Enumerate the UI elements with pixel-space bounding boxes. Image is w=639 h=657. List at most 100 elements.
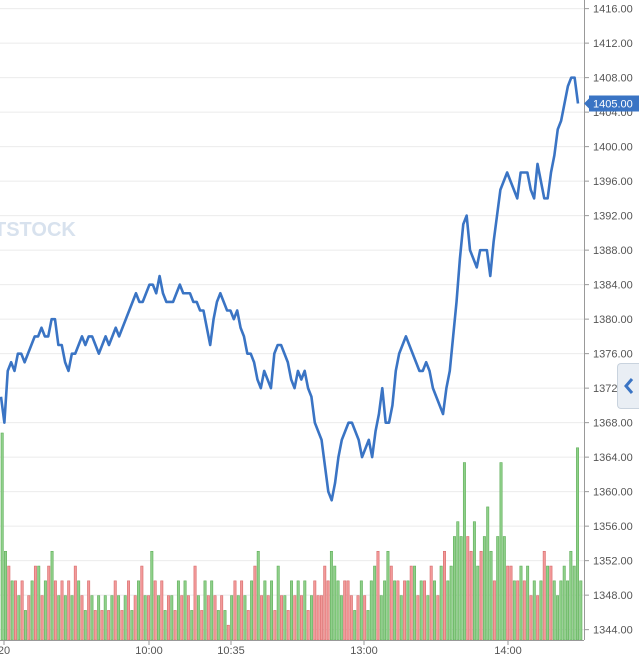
- volume-bar: [103, 595, 107, 641]
- volume-bar: [326, 580, 330, 641]
- volume-bar: [87, 580, 91, 641]
- volume-bar: [147, 595, 150, 641]
- volume-bar: [97, 595, 101, 641]
- volume-bar: [47, 565, 51, 641]
- volume-bar: [180, 595, 184, 641]
- y-tick-label: 1356.00: [593, 521, 633, 533]
- volume-bar: [33, 565, 37, 641]
- volume-bar: [290, 580, 293, 641]
- volume-bar: [509, 565, 513, 641]
- x-tick-label: 20: [0, 645, 10, 657]
- volume-bar: [562, 565, 566, 641]
- volume-bar: [153, 580, 157, 641]
- volume-bar: [173, 610, 177, 641]
- volume-bar: [263, 580, 267, 641]
- chevron-left-icon: [624, 378, 634, 394]
- volume-bar: [436, 595, 440, 641]
- volume-bar: [396, 580, 400, 641]
- volume-bar: [286, 610, 290, 641]
- volume-bar: [280, 595, 283, 641]
- volume-bar: [73, 565, 77, 641]
- volume-bar: [499, 462, 503, 641]
- volume-bar: [4, 550, 7, 641]
- volume-bar: [443, 550, 446, 641]
- volume-bar: [572, 565, 576, 641]
- volume-bar: [389, 565, 393, 641]
- volume-bar: [246, 610, 250, 641]
- volume-bar: [303, 580, 307, 641]
- y-tick-label: 1388.00: [593, 245, 633, 257]
- volume-bar: [60, 580, 64, 641]
- volume-bar: [516, 580, 520, 641]
- volume-bar: [403, 580, 407, 641]
- volume-bar: [230, 595, 234, 641]
- volume-bar: [236, 595, 240, 641]
- x-tick-label: 13:00: [350, 645, 378, 657]
- volume-bar: [399, 595, 403, 641]
- volume-bar: [300, 595, 303, 641]
- volume-bar: [63, 595, 67, 641]
- current-price-badge-pointer: [584, 98, 589, 109]
- volume-bar: [579, 580, 583, 641]
- volume-bar: [306, 610, 310, 641]
- volume-bar: [273, 610, 277, 641]
- volume-bar: [519, 565, 523, 641]
- volume-bar: [7, 565, 11, 641]
- volume-bar: [37, 565, 41, 641]
- volume-bar: [133, 595, 137, 641]
- volume-bar: [210, 580, 214, 641]
- volume-bar: [250, 580, 254, 641]
- volume-bar: [77, 580, 81, 641]
- volume-bar: [57, 595, 61, 641]
- volume-bar: [319, 595, 323, 641]
- volume-bar: [429, 565, 433, 641]
- volume-bar: [486, 506, 490, 641]
- volume-bar: [130, 610, 134, 641]
- volume-bar: [459, 536, 463, 641]
- volume-bar: [150, 550, 154, 641]
- volume-bar: [376, 550, 380, 641]
- volume-bar: [536, 595, 540, 641]
- volume-bar: [163, 610, 167, 641]
- volume-bar: [446, 580, 450, 641]
- volume-bar: [532, 580, 536, 641]
- volume-bar: [556, 595, 560, 641]
- y-tick-label: 1364.00: [593, 452, 633, 464]
- volume-bar: [542, 550, 546, 641]
- volume-bar: [512, 580, 516, 641]
- volume-bar: [353, 610, 357, 641]
- volume-bar: [379, 595, 383, 641]
- volume-bar: [80, 595, 84, 641]
- volume-bar: [416, 595, 420, 641]
- volume-bar: [426, 595, 430, 641]
- y-tick-label: 1348.00: [593, 590, 633, 602]
- y-tick-label: 1376.00: [593, 349, 633, 361]
- volume-bar: [30, 580, 34, 641]
- collapse-panel-button[interactable]: [617, 363, 639, 409]
- volume-bar: [253, 565, 257, 641]
- volume-bar: [20, 580, 24, 641]
- volume-bar: [127, 580, 131, 641]
- volume-bar: [576, 447, 579, 641]
- watermark-logo: TSTOCK: [0, 219, 76, 241]
- volume-bar: [546, 565, 550, 641]
- volume-bar: [266, 595, 270, 641]
- volume-bar: [10, 580, 14, 641]
- volume-bar: [462, 462, 466, 641]
- volume-bar: [296, 580, 300, 641]
- volume-bar: [27, 595, 31, 641]
- volume-bar: [256, 550, 260, 641]
- y-tick-label: 1416.00: [593, 4, 633, 16]
- volume-bar: [373, 565, 377, 641]
- volume-bar: [233, 580, 237, 641]
- volume-bar: [423, 580, 426, 641]
- y-tick-label: 1392.00: [593, 211, 633, 223]
- volume-bar: [356, 595, 360, 641]
- volume-bar: [366, 610, 370, 641]
- volume-bar: [406, 580, 410, 641]
- y-tick-label: 1408.00: [593, 73, 633, 85]
- volume-bar: [433, 580, 436, 641]
- volume-bar: [213, 595, 217, 641]
- volume-bar: [413, 565, 417, 641]
